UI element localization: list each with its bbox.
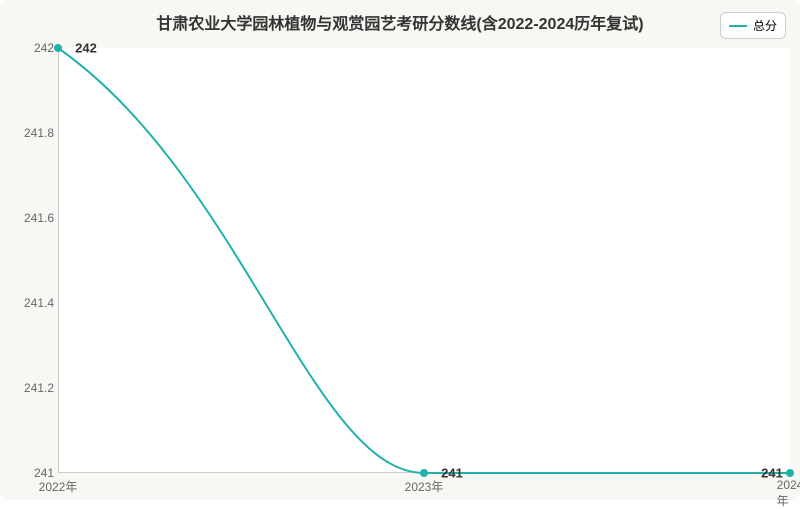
data-point-2: [786, 469, 794, 477]
chart-title: 甘肃农业大学园林植物与观赏园艺考研分数线(含2022-2024历年复试): [0, 10, 800, 34]
y-tick-2: 241.4: [4, 296, 54, 310]
data-point-0: [54, 44, 62, 52]
x-tick-2: 2024年: [777, 478, 800, 509]
data-label-1: 241: [441, 466, 463, 481]
x-tick-1: 2023年: [405, 478, 444, 495]
x-tick-0: 2022年: [39, 478, 78, 495]
y-tick-4: 241.8: [4, 126, 54, 140]
legend-label: 总分: [753, 17, 777, 34]
chart-svg: [58, 48, 790, 473]
chart-container: 甘肃农业大学园林植物与观赏园艺考研分数线(含2022-2024历年复试) 总分 …: [0, 0, 800, 500]
data-point-1: [420, 469, 428, 477]
legend: 总分: [720, 12, 786, 39]
legend-marker: [729, 25, 747, 27]
y-tick-5: 242: [4, 41, 54, 55]
series-line: [58, 48, 790, 473]
data-label-0: 242: [75, 41, 97, 56]
y-tick-1: 241.2: [4, 381, 54, 395]
data-label-2: 241: [761, 466, 783, 481]
y-tick-3: 241.6: [4, 211, 54, 225]
